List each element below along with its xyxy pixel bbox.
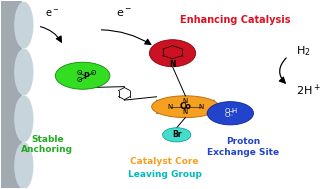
Ellipse shape [14,2,33,49]
Text: Co: Co [180,102,191,111]
Ellipse shape [55,62,110,89]
Text: Enhancing Catalysis: Enhancing Catalysis [180,15,290,25]
Text: H: H [232,108,237,114]
Ellipse shape [14,49,33,95]
Ellipse shape [163,128,191,142]
Text: e$^-$: e$^-$ [116,8,132,19]
Text: O: O [77,70,82,76]
Ellipse shape [14,95,33,142]
Text: N: N [183,98,188,105]
Text: N: N [167,104,173,110]
Text: N: N [198,104,203,110]
Text: N: N [183,109,188,115]
Text: H$_2$: H$_2$ [296,44,311,58]
Ellipse shape [207,102,253,125]
Text: e$^-$: e$^-$ [45,8,59,19]
Text: Leaving Group: Leaving Group [128,170,201,179]
Text: O: O [225,108,231,114]
Text: Proton
Exchange Site: Proton Exchange Site [207,137,279,157]
Ellipse shape [149,40,196,67]
Text: N: N [169,60,176,69]
Text: P: P [84,72,89,81]
Text: Stable
Anchoring: Stable Anchoring [21,135,73,154]
Text: O: O [225,112,231,118]
Text: Br: Br [172,130,181,139]
Text: 2H$^+$: 2H$^+$ [296,83,321,98]
Text: Catalyst Core: Catalyst Core [130,157,199,166]
Ellipse shape [14,142,33,189]
Bar [1,1,22,188]
Text: O: O [91,70,96,76]
Text: O: O [77,77,82,83]
Ellipse shape [152,96,219,118]
